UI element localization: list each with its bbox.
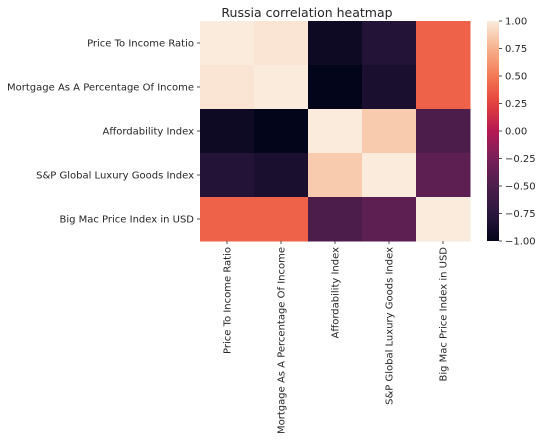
heatmap-cell [362,21,417,66]
row-label: Affordability Index [103,127,195,138]
heatmap-cell [362,65,417,110]
chart-title: Russia correlation heatmap [221,5,392,20]
heatmap-cell [416,109,471,154]
colorbar-ticks: 1.00 0.75 0.50 0.25 0.00 −0.25 −0.50 −0.75 −1.00 [499,17,536,248]
colorbar [487,21,499,241]
heatmap-cell [308,21,363,66]
column-label: Mortgage As A Percentage Of Income [277,247,288,434]
heatmap-cell [254,197,309,242]
heatmap-cell [308,109,363,154]
heatmap-cell [200,153,255,198]
row-labels: Price To Income Ratio Mortgage As A Perce… [7,39,200,226]
colorbar-tick-label: 0.50 [505,72,527,83]
heatmap-cell [308,153,363,198]
heatmap-cell [200,21,255,66]
heatmap-cell [362,153,417,198]
heatmap-cell [254,21,309,66]
colorbar-tick-label: −0.25 [505,154,536,165]
heatmap-cell [200,65,255,110]
column-label: Price To Income Ratio [223,247,234,354]
column-label: S&P Global Luxury Goods Index [385,247,396,405]
heatmap-cell [200,109,255,154]
heatmap-cell [416,153,471,198]
column-labels: Price To Income Ratio Mortgage As A Perce… [223,241,450,434]
colorbar-tick-label: −1.00 [505,237,536,248]
colorbar-tick-label: 0.00 [505,127,527,138]
row-label: S&P Global Luxury Goods Index [36,171,194,182]
column-label: Big Mac Price Index in USD [439,247,450,382]
heatmap-cell [416,65,471,110]
row-label: Price To Income Ratio [87,39,194,50]
heatmap-cell [200,197,255,242]
heatmap-cell [254,109,309,154]
row-label: Mortgage As A Percentage Of Income [7,83,194,94]
heatmap-cell [416,21,471,66]
colorbar-tick-label: −0.75 [505,209,536,220]
heatmap-cell [254,65,309,110]
colorbar-tick-label: 1.00 [505,17,527,28]
heatmap-cell [362,109,417,154]
heatmap-cell [416,197,471,242]
heatmap-cell [254,153,309,198]
colorbar-tick-label: 0.75 [505,44,527,55]
row-label: Big Mac Price Index in USD [59,215,194,226]
heatmap-cell [308,65,363,110]
colorbar-tick-label: −0.50 [505,182,536,193]
heatmap-cell [308,197,363,242]
heatmap-cells [200,21,471,242]
column-label: Affordability Index [331,247,342,339]
heatmap-cell [362,197,417,242]
colorbar-tick-label: 0.25 [505,99,527,110]
